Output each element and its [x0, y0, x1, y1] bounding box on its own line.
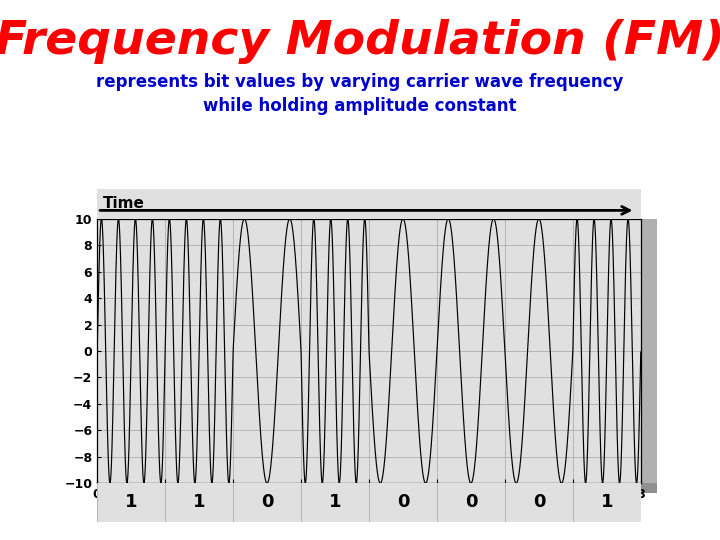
Text: represents bit values by varying carrier wave frequency: represents bit values by varying carrier…	[96, 73, 624, 91]
Text: 1: 1	[193, 493, 205, 511]
Text: 0: 0	[261, 493, 274, 511]
Text: while holding amplitude constant: while holding amplitude constant	[203, 97, 517, 115]
Text: 0: 0	[533, 493, 545, 511]
Text: 1: 1	[600, 493, 613, 511]
Text: 0: 0	[397, 493, 409, 511]
Text: 1: 1	[329, 493, 341, 511]
Text: 1: 1	[125, 493, 138, 511]
Text: Frequency Modulation (FM): Frequency Modulation (FM)	[0, 19, 720, 64]
Text: 0: 0	[464, 493, 477, 511]
Text: Time: Time	[103, 195, 145, 211]
